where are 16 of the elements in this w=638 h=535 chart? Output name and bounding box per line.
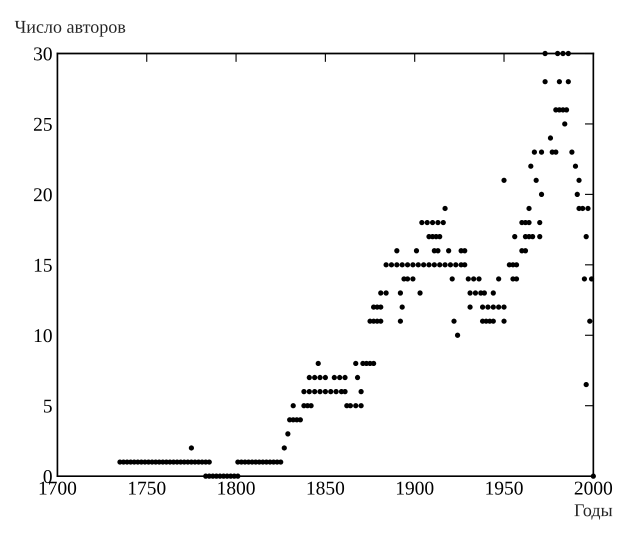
y-tick-label: 30 (34, 47, 52, 60)
x-tick-label: 1800 (218, 482, 255, 495)
x-tick-label: 1900 (396, 482, 434, 495)
x-tick-label: 1750 (129, 482, 166, 495)
y-tick-label: 10 (34, 329, 52, 342)
x-tick-label: 1850 (308, 482, 344, 495)
x-tick-label: 2000 (574, 482, 612, 495)
y-tick-label: 15 (34, 258, 52, 272)
x-tick-label: 1700 (40, 482, 76, 495)
y-tick-label: 20 (34, 188, 52, 202)
y-axis-title: Число авторов (14, 20, 126, 37)
x-tick-label: 1950 (486, 482, 523, 495)
y-tick-label: 25 (34, 118, 52, 131)
x-axis-title: Годы (574, 504, 612, 520)
y-tick-label: 0 (44, 470, 52, 484)
y-tick-label: 5 (44, 400, 52, 413)
